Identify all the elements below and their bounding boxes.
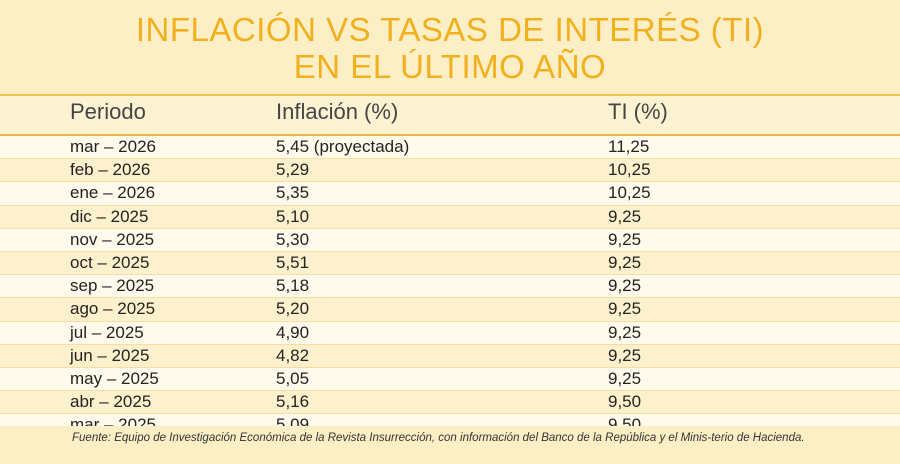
cell-ti: 9,25 [608, 299, 642, 319]
table-row: ene – 2026 5,35 10,25 [0, 182, 900, 206]
cell-ti: 9,25 [608, 229, 642, 249]
cell-periodo: abr – 2025 [70, 392, 152, 412]
cell-ti: 9,50 [608, 392, 642, 412]
column-header-periodo: Periodo [70, 99, 146, 124]
cell-inflacion: 5,20 [276, 299, 310, 319]
cell-periodo: dic – 2025 [70, 206, 149, 226]
cell-ti: 9,25 [608, 206, 642, 226]
cell-inflacion: 5,45 (proyectada) [276, 137, 410, 156]
table-row: sep – 2025 5,18 9,25 [0, 275, 900, 299]
cell-inflacion: 5,29 [276, 160, 310, 180]
cell-ti: 9,25 [608, 322, 642, 342]
table-row: feb – 2026 5,29 10,25 [0, 159, 900, 183]
table-row: jul – 2025 4,90 9,25 [0, 321, 900, 345]
footer: Fuente: Equipo de Investigación Económic… [0, 426, 900, 464]
cell-ti: 11,25 [608, 137, 650, 156]
table-row: mar – 2026 5,45 (proyectada) 11,25 [0, 136, 900, 160]
column-header-inflacion: Inflación (%) [276, 99, 399, 124]
title-banner: INFLACIÓN VS TASAS DE INTERÉS (TI) EN EL… [0, 0, 900, 96]
cell-inflacion: 5,05 [276, 368, 310, 388]
cell-periodo: ago – 2025 [70, 299, 156, 319]
table-body: mar – 2026 5,45 (proyectada) 11,25 feb – 20… [0, 136, 900, 438]
table-row: oct – 2025 5,51 9,25 [0, 251, 900, 276]
cell-inflacion: 5,18 [276, 276, 310, 296]
cell-ti: 9,25 [608, 276, 642, 296]
cell-inflacion: 5,16 [276, 392, 310, 412]
cell-ti: 9,25 [608, 345, 642, 365]
cell-inflacion: 5,51 [276, 252, 310, 272]
cell-ti: 10,25 [608, 183, 651, 203]
cell-periodo: jun – 2025 [70, 345, 150, 365]
cell-periodo: sep – 2025 [70, 276, 155, 296]
table-row: dic – 2025 5,10 9,25 [0, 205, 900, 229]
cell-inflacion: 5,35 [276, 183, 310, 203]
cell-ti: 9,25 [608, 368, 642, 388]
cell-periodo: may – 2025 [70, 368, 159, 388]
cell-periodo: jul – 2025 [70, 322, 144, 342]
page-title-line-2: EN EL ÚLTIMO AÑO [293, 48, 607, 85]
page-title-line-1: INFLACIÓN VS TASAS DE INTERÉS (TI) [135, 11, 765, 48]
cell-periodo: feb – 2026 [70, 160, 151, 180]
table-row: nov – 2025 5,30 9,25 [0, 228, 900, 252]
cell-ti: 10,25 [608, 160, 651, 180]
cell-inflacion: 5,30 [276, 229, 310, 249]
cell-periodo: oct – 2025 [70, 252, 150, 272]
table-row: ago – 2025 5,20 9,25 [0, 298, 900, 322]
table-row: may – 2025 5,05 9,25 [0, 367, 900, 392]
table-header: Periodo Inflación (%) TI (%) [0, 96, 900, 136]
cell-inflacion: 4,90 [276, 322, 310, 342]
cell-periodo: nov – 2025 [70, 229, 155, 249]
source-note: Fuente: Equipo de Investigación Económic… [72, 432, 805, 444]
table-row: jun – 2025 4,82 9,25 [0, 344, 900, 368]
column-header-ti: TI (%) [608, 99, 668, 124]
cell-periodo: mar – 2026 [70, 137, 156, 156]
cell-ti: 9,25 [608, 252, 642, 272]
cell-inflacion: 5,10 [276, 206, 310, 226]
cell-inflacion: 4,82 [276, 345, 310, 365]
cell-periodo: ene – 2026 [70, 183, 156, 203]
table-row: abr – 2025 5,16 9,50 [0, 391, 900, 415]
